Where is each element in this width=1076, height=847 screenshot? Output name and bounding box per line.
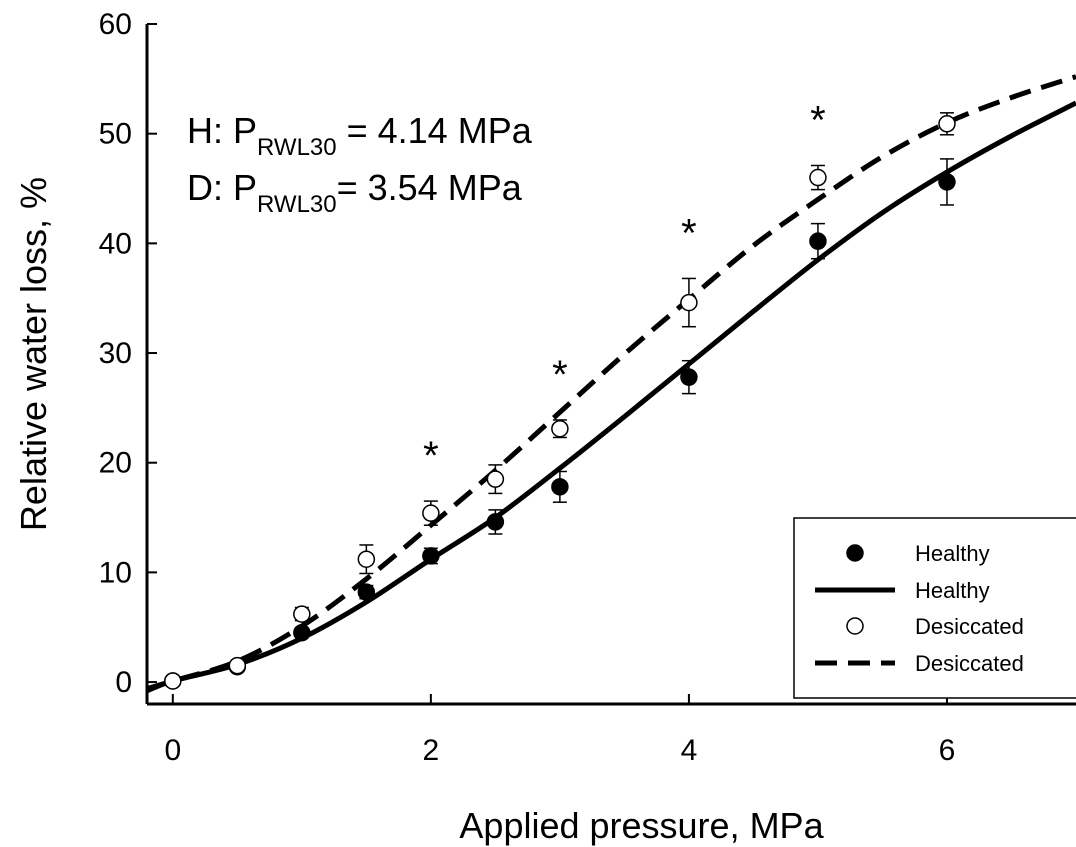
significance-star: *: [681, 211, 697, 255]
annotation-desiccated-subscript: RWL30: [257, 191, 337, 218]
desiccated-data-point: [809, 168, 827, 187]
annotation-healthy-prefix: H: P: [187, 110, 257, 151]
annotation-desiccated-suffix: = 3.54 MPa: [337, 167, 523, 208]
significance-star: *: [810, 98, 826, 142]
fit-lines-group: [146, 74, 1076, 694]
x-tick-label: 4: [681, 734, 698, 767]
significance-star: *: [423, 434, 439, 478]
legend-box: [793, 517, 1076, 699]
y-tick-label: 20: [99, 447, 132, 480]
annotation-healthy-suffix: = 4.14 MPa: [337, 110, 533, 151]
desiccated-data-point: [357, 550, 376, 568]
desiccated-data-point: [422, 504, 440, 522]
healthy-data-point: [551, 478, 569, 496]
legend-desiccated-points-label: Desiccated: [915, 614, 1024, 639]
data-points-group: [164, 115, 956, 690]
legend-desiccated-marker: [846, 617, 864, 635]
healthy-data-point: [422, 547, 440, 565]
healthy-data-point: [293, 623, 311, 642]
legend-healthy-points-label: Healthy: [915, 541, 990, 566]
y-tick-label: 0: [115, 666, 132, 699]
desiccated-data-point: [164, 672, 182, 690]
y-tick-label: 50: [99, 118, 132, 151]
annotation-healthy-subscript: RWL30: [257, 134, 337, 161]
desiccated-data-point: [228, 656, 247, 675]
legend-desiccated-line-label: Desiccated: [915, 651, 1024, 676]
healthy-data-point: [809, 232, 827, 250]
x-axis-title: Applied pressure, MPa: [459, 805, 824, 846]
healthy-data-point: [486, 513, 505, 531]
x-tick-label: 6: [939, 734, 956, 767]
desiccated-data-point: [293, 605, 311, 623]
y-tick-label: 30: [99, 337, 132, 370]
y-axis-title: Relative water loss, %: [13, 177, 54, 531]
significance-star: *: [552, 353, 568, 397]
healthy-fit-line: [146, 100, 1076, 694]
x-tick-label: 2: [423, 734, 440, 767]
significance-markers-group: * * * *: [423, 98, 826, 478]
desiccated-fit-line: [146, 74, 1076, 692]
y-tick-label: 60: [99, 8, 132, 41]
legend-healthy-marker: [846, 544, 864, 562]
y-tick-label: 10: [99, 556, 132, 589]
desiccated-data-point: [486, 470, 505, 488]
annotation-desiccated: D: PRWL30= 3.54 MPa: [187, 167, 523, 218]
x-tick-label: 0: [164, 734, 181, 767]
desiccated-data-point: [551, 419, 569, 438]
ticks-group: 0 10 20 30 40 50 60 0 2 4 6: [99, 8, 956, 767]
healthy-data-point: [938, 173, 956, 191]
y-tick-label: 40: [99, 227, 132, 260]
annotation-healthy: H: PRWL30 = 4.14 MPa: [187, 110, 533, 161]
legend: Healthy Healthy Desiccated Desiccated: [793, 517, 1076, 699]
healthy-data-point: [357, 583, 376, 601]
annotation-desiccated-prefix: D: P: [187, 167, 257, 208]
desiccated-data-point: [680, 293, 698, 312]
legend-healthy-line-label: Healthy: [915, 578, 990, 603]
desiccated-data-point: [938, 115, 956, 133]
healthy-data-point: [680, 368, 698, 386]
